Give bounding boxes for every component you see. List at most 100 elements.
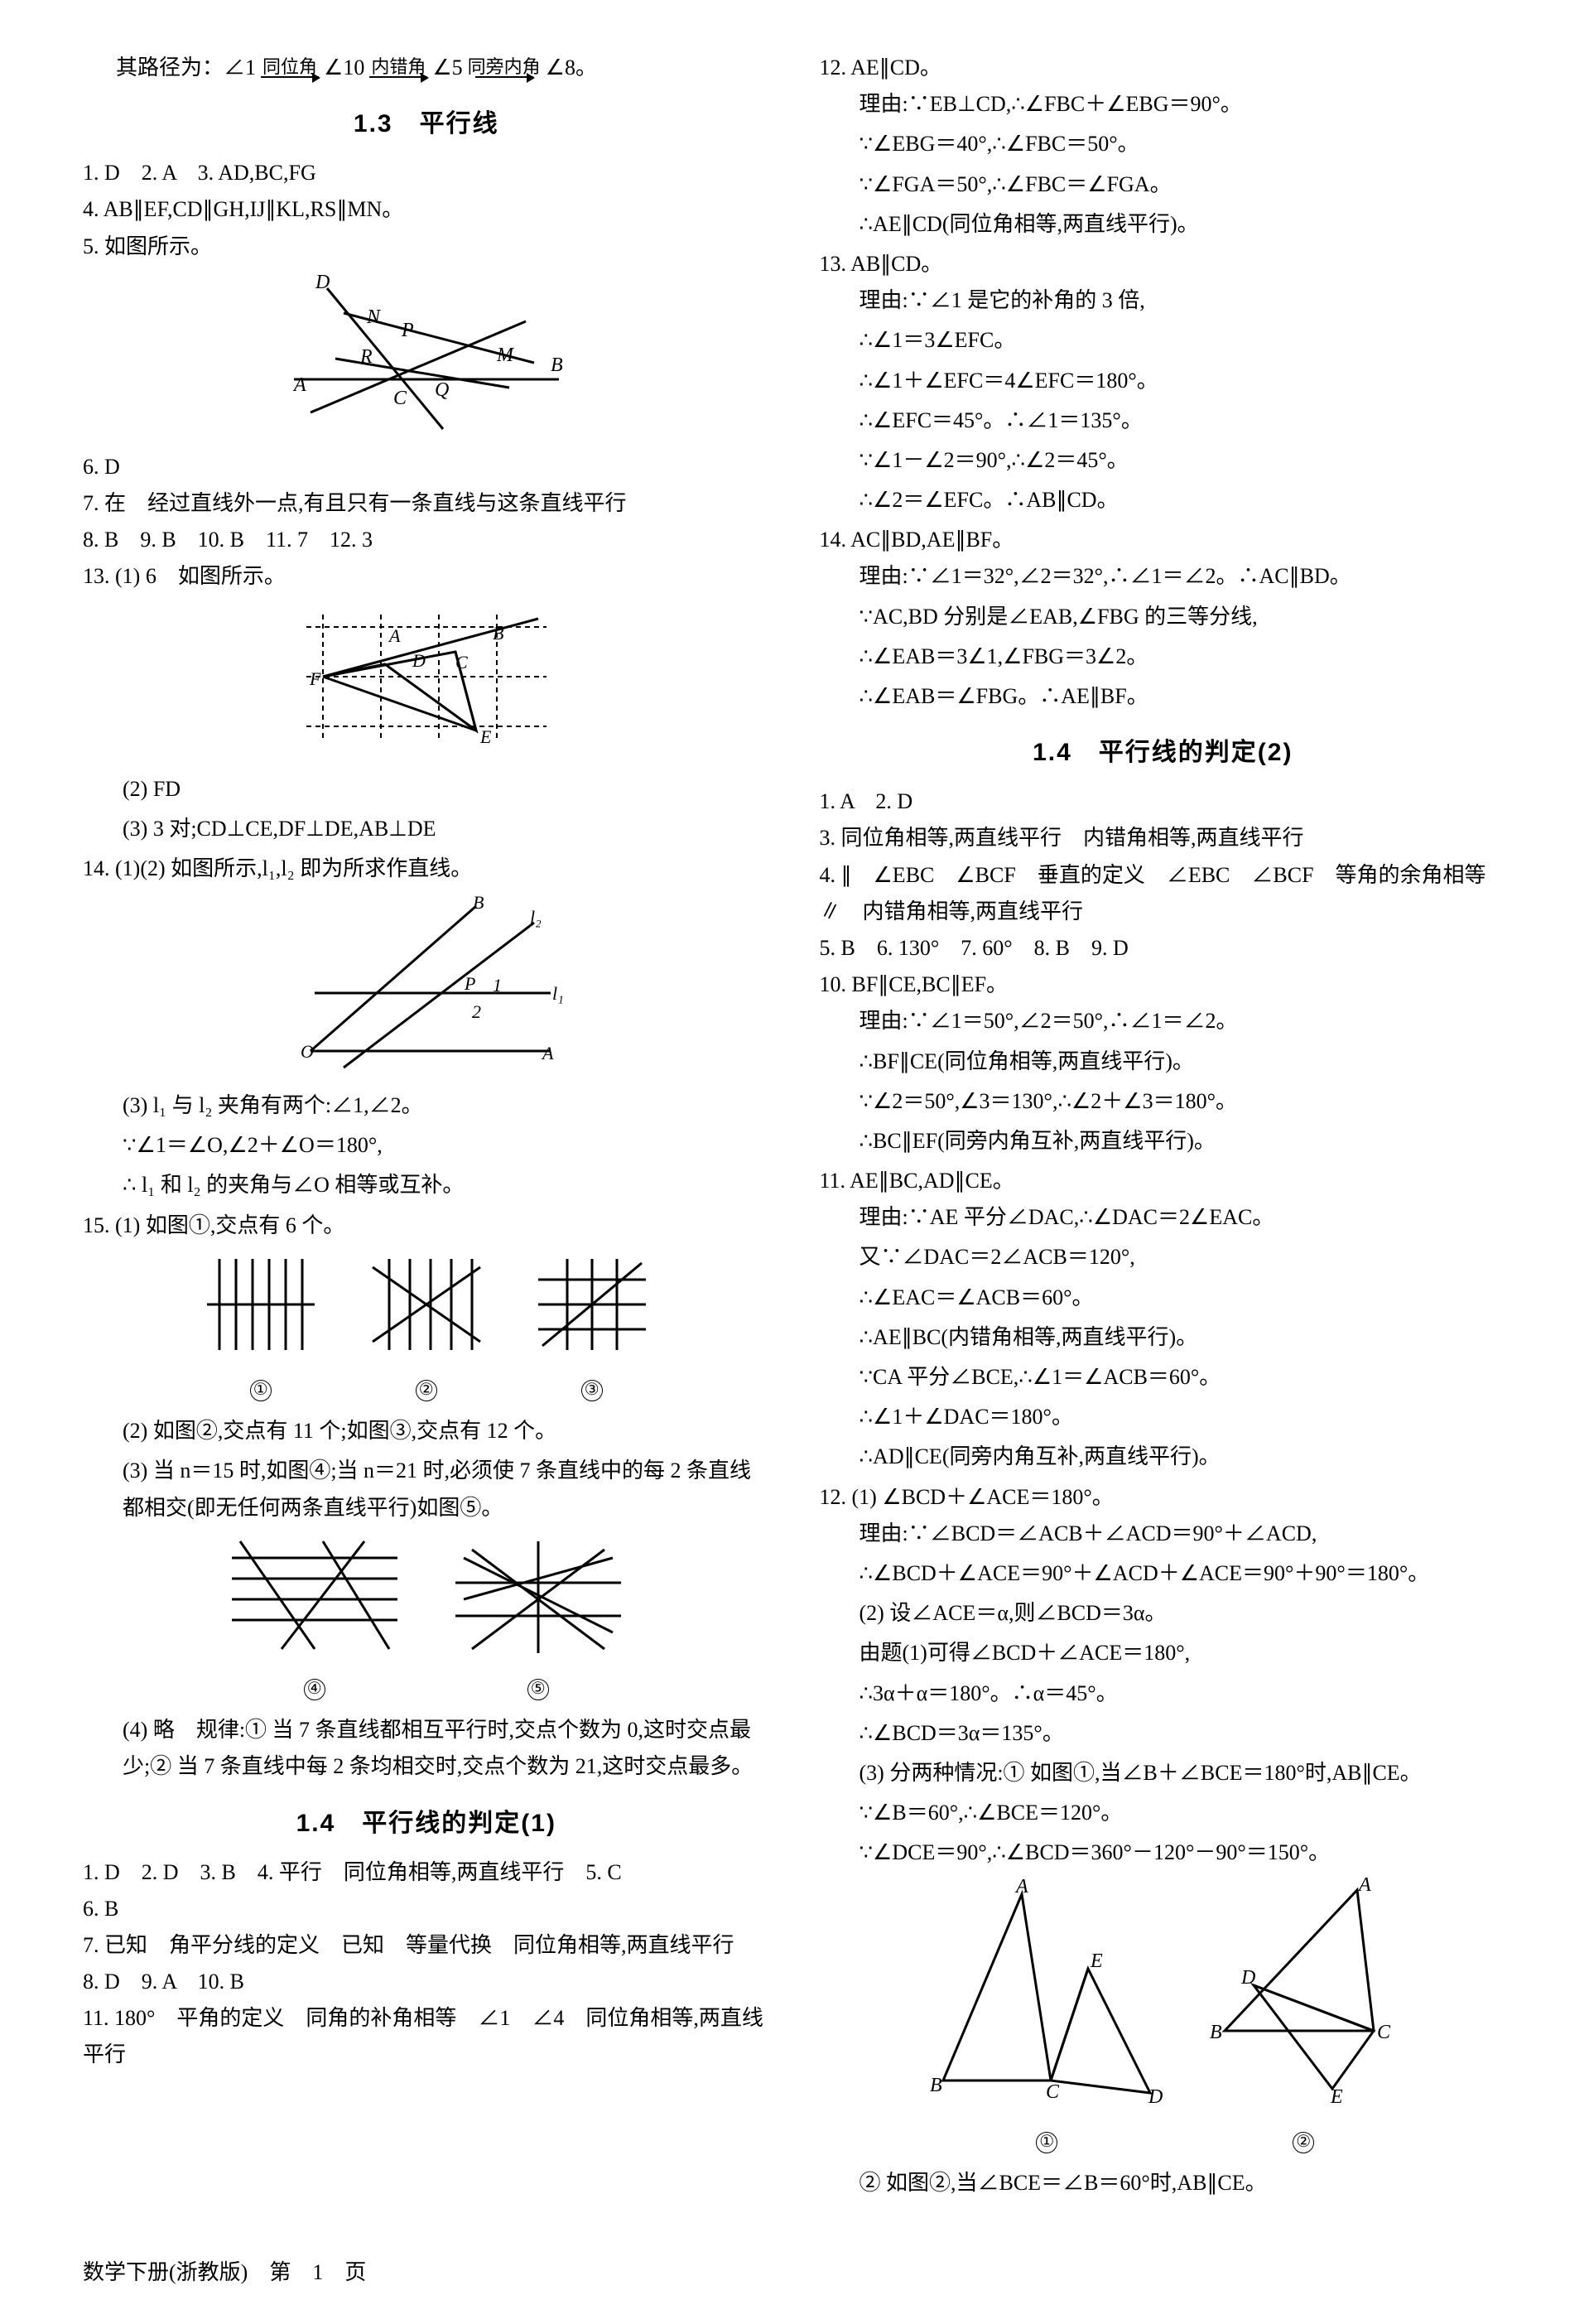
svg-text:Q: Q: [435, 379, 449, 401]
item: (2) 如图②,交点有 11 个;如图③,交点有 12 个。: [83, 1413, 770, 1449]
svg-text:1: 1: [493, 975, 502, 996]
item: 5. 如图所示。: [83, 229, 770, 265]
svg-text:B: B: [551, 354, 563, 376]
flow-arrow-3: 同旁内角: [468, 58, 541, 78]
item: 8. D 9. A 10. B: [83, 1964, 770, 2000]
line: ∴∠1＋∠DAC＝180°。: [820, 1399, 1507, 1435]
svg-text:E: E: [1090, 1950, 1103, 1972]
svg-text:O: O: [301, 1041, 314, 1062]
line: 理由:∵∠BCD＝∠ACB＋∠ACD＝90°＋∠ACD,: [820, 1516, 1507, 1552]
item: 10. BF∥CE,BC∥EF。: [820, 967, 1507, 1003]
line: 又∵∠DAC＝2∠ACB＝120°,: [820, 1239, 1507, 1275]
item: 12. AE∥CD。: [820, 50, 1507, 86]
line: ∴∠EAB＝3∠1,∠FBG＝3∠2。: [820, 639, 1507, 675]
item: 4. AB∥EF,CD∥GH,IJ∥KL,RS∥MN。: [83, 191, 770, 228]
line: 理由:∵EB⊥CD,∴∠FBC＋∠EBG＝90°。: [820, 86, 1507, 123]
subfig-4: [224, 1533, 406, 1657]
svg-text:D: D: [1240, 1967, 1255, 1989]
flow-mid2: ∠5: [432, 50, 462, 86]
triangle-fig-1: A B C D E: [927, 1878, 1167, 2109]
line: ∴∠BCD＝3α＝135°。: [820, 1715, 1507, 1752]
item: (3) 3 对;CD⊥CE,DF⊥DE,AB⊥DE: [83, 811, 770, 847]
item: (4) 略 规律:① 当 7 条直线都相互平行时,交点个数为 0,这时交点最少;…: [83, 1712, 770, 1785]
left-column: 其路径为：∠1 同位角 ∠10 内错角 ∠5 同旁内角 ∠8。 1.3 平行线 …: [83, 50, 770, 2205]
item: 1. D 2. D 3. B 4. 平行 同位角相等,两直线平行 5. C: [83, 1854, 770, 1891]
circled-2: ②: [416, 1380, 437, 1401]
svg-text:C: C: [1046, 2081, 1060, 2103]
line: 理由:∵∠1＝32°,∠2＝32°,∴∠1＝∠2。∴AC∥BD。: [820, 558, 1507, 595]
svg-text:A: A: [1014, 1878, 1028, 1897]
svg-text:A: A: [292, 374, 306, 396]
circled-1: ①: [250, 1380, 272, 1401]
line: ∴BF∥CE(同位角相等,两直线平行)。: [820, 1044, 1507, 1080]
circled-5: ⑤: [527, 1679, 549, 1700]
item: 15. (1) 如图①,交点有 6 个。: [83, 1208, 770, 1244]
item: 14. AC∥BD,AE∥BF。: [820, 522, 1507, 558]
svg-text:D: D: [412, 650, 426, 671]
item: 6. D: [83, 449, 770, 485]
svg-text:B: B: [493, 623, 503, 644]
subfig-2: [364, 1251, 489, 1358]
figure-row-45: ④ ⑤: [83, 1533, 770, 1705]
triangle-fig-2: A B C D E: [1208, 1878, 1399, 2109]
svg-text:2: 2: [472, 1001, 481, 1022]
item: (3) l₁ 与 l₂ 夹角有两个:∠1,∠2。: [83, 1087, 770, 1124]
circled-2b: ②: [1293, 2132, 1314, 2153]
item: 4. ∥ ∠EBC ∠BCF 垂直的定义 ∠EBC ∠BCF 等角的余角相等 ∥…: [820, 857, 1507, 930]
svg-text:C: C: [393, 388, 407, 409]
line: 理由:∵∠1 是它的补角的 3 倍,: [820, 282, 1507, 319]
line: ∴∠1＝3∠EFC。: [820, 322, 1507, 359]
line: ∵CA 平分∠BCE,∴∠1＝∠ACB＝60°。: [820, 1359, 1507, 1396]
two-column-layout: 其路径为：∠1 同位角 ∠10 内错角 ∠5 同旁内角 ∠8。 1.3 平行线 …: [83, 50, 1506, 2205]
line: ∴AE∥BC(内错角相等,两直线平行)。: [820, 1319, 1507, 1356]
flow-prefix: 其路径为：∠1: [116, 50, 256, 86]
figure-q5: D B A M N P R C Q: [83, 272, 770, 437]
line: ∴AD∥CE(同旁内角互补,两直线平行)。: [820, 1439, 1507, 1475]
item: 13. AB∥CD。: [820, 246, 1507, 282]
svg-text:l₂: l₂: [530, 907, 542, 928]
figure-row-123: ① ②: [83, 1251, 770, 1406]
svg-text:l₁: l₁: [552, 983, 564, 1004]
figure-row-triangles: A B C D E ①: [820, 1878, 1507, 2158]
svg-text:E: E: [479, 726, 492, 747]
section-1-3-title: 1.3 平行线: [83, 103, 770, 145]
line: ∴∠EAC＝∠ACB＝60°。: [820, 1280, 1507, 1316]
line: ∵∠B＝60°,∴∠BCE＝120°。: [820, 1795, 1507, 1831]
svg-text:P: P: [401, 320, 414, 341]
line: ∴∠1＋∠EFC＝4∠EFC＝180°。: [820, 363, 1507, 399]
svg-text:N: N: [366, 306, 382, 328]
svg-text:C: C: [1377, 2022, 1391, 2043]
item: (3) 当 n＝15 时,如图④;当 n＝21 时,必须使 7 条直线中的每 2…: [83, 1453, 770, 1526]
item: 14. (1)(2) 如图所示,l₁,l₂ 即为所求作直线。: [83, 851, 770, 887]
svg-text:B: B: [1210, 2022, 1222, 2043]
line: ∴∠EAB＝∠FBG。∴AE∥BF。: [820, 678, 1507, 715]
subfig-1: [199, 1251, 323, 1358]
item: 1. D 2. A 3. AD,BC,FG: [83, 155, 770, 191]
line: ∵∠1－∠2＝90°,∴∠2＝45°。: [820, 442, 1507, 479]
line: 理由:∵AE 平分∠DAC,∴∠DAC＝2∠EAC。: [820, 1199, 1507, 1236]
circled-4: ④: [304, 1679, 325, 1700]
subfig-3: [530, 1251, 654, 1358]
line: ∴∠BCD＋∠ACE＝90°＋∠ACD＋∠ACE＝90°＋90°＝180°。: [820, 1555, 1507, 1592]
svg-text:A: A: [1357, 1878, 1371, 1896]
line: ∴3α＋α＝180°。∴α＝45°。: [820, 1675, 1507, 1712]
flow-arrow-2: 内错角: [369, 58, 427, 78]
svg-text:A: A: [388, 625, 401, 646]
svg-text:B: B: [930, 2075, 942, 2096]
line: ∴AE∥CD(同位角相等,两直线平行)。: [820, 206, 1507, 243]
flow-path: 其路径为：∠1 同位角 ∠10 内错角 ∠5 同旁内角 ∠8。: [83, 50, 770, 86]
flow-end: ∠8。: [546, 50, 597, 86]
svg-text:D: D: [315, 272, 330, 293]
item: ∵∠1＝∠O,∠2＋∠O＝180°,: [83, 1127, 770, 1164]
line: 由题(1)可得∠BCD＋∠ACE＝180°,: [820, 1635, 1507, 1671]
right-column: 12. AE∥CD。 理由:∵EB⊥CD,∴∠FBC＋∠EBG＝90°。 ∵∠E…: [820, 50, 1507, 2205]
flow-mid1: ∠10: [324, 50, 364, 86]
line: (2) 设∠ACE＝α,则∠BCD＝3α。: [820, 1595, 1507, 1632]
line: ∴∠EFC＝45°。∴∠1＝135°。: [820, 403, 1507, 439]
item: 8. B 9. B 10. B 11. 7 12. 3: [83, 522, 770, 558]
line: ∵∠FGA＝50°,∴∠FBC＝∠FGA。: [820, 166, 1507, 203]
svg-text:M: M: [496, 345, 515, 366]
item: 1. A 2. D: [820, 784, 1507, 820]
item: 3. 同位角相等,两直线平行 内错角相等,两直线平行: [820, 820, 1507, 856]
figure-q13: F A B C D E: [83, 602, 770, 759]
